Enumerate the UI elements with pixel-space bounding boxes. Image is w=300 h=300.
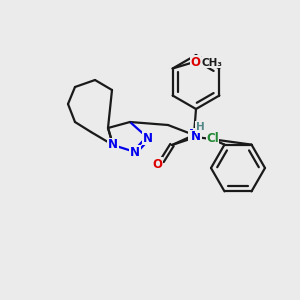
Text: CH₃: CH₃ bbox=[201, 58, 222, 68]
Text: N: N bbox=[191, 130, 201, 143]
Text: O: O bbox=[152, 158, 162, 170]
Text: N: N bbox=[143, 131, 153, 145]
Text: N: N bbox=[108, 139, 118, 152]
Text: Cl: Cl bbox=[206, 132, 219, 145]
Text: O: O bbox=[190, 56, 201, 69]
Text: N: N bbox=[189, 128, 199, 142]
Text: N: N bbox=[130, 146, 140, 158]
Text: H: H bbox=[196, 122, 204, 132]
